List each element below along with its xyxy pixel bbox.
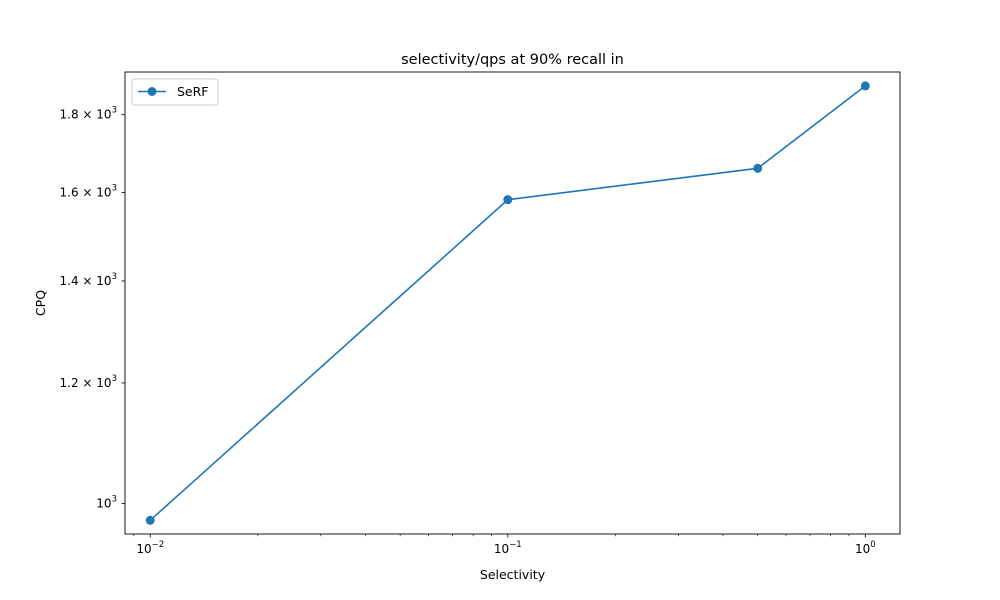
legend-marker <box>147 87 157 96</box>
y-axis-label: CPQ <box>33 290 48 316</box>
y-tick-label: 1.8 × 103 <box>60 106 117 122</box>
y-tick-label: 103 <box>96 495 117 511</box>
legend: SeRF <box>131 78 219 106</box>
x-tick-label: 10−2 <box>136 540 164 556</box>
y-axis-ticks: 103 1.2 × 103 1.4 × 103 1.6 × 103 1.8 × 103 <box>60 106 125 511</box>
plot-frame <box>124 71 901 535</box>
plot-background <box>125 72 900 534</box>
y-tick-label: 1.2 × 103 <box>60 374 117 390</box>
data-point <box>860 81 870 91</box>
x-tick-label: 100 <box>855 540 876 556</box>
legend-box <box>131 78 219 106</box>
x-axis-ticks: 10−2 10−1 100 <box>136 534 876 556</box>
legend-label: SeRF <box>177 84 209 99</box>
data-point <box>753 163 763 173</box>
y-tick-label: 1.4 × 103 <box>60 272 117 288</box>
data-point <box>145 515 155 525</box>
data-point <box>503 195 513 205</box>
x-tick-label: 10−1 <box>494 540 522 556</box>
series-layer <box>145 81 870 525</box>
y-tick-label: 1.6 × 103 <box>60 184 117 200</box>
x-axis-label: Selectivity <box>480 567 546 582</box>
series-line <box>149 85 866 521</box>
chart-title: selectivity/qps at 90% recall in <box>401 52 624 68</box>
